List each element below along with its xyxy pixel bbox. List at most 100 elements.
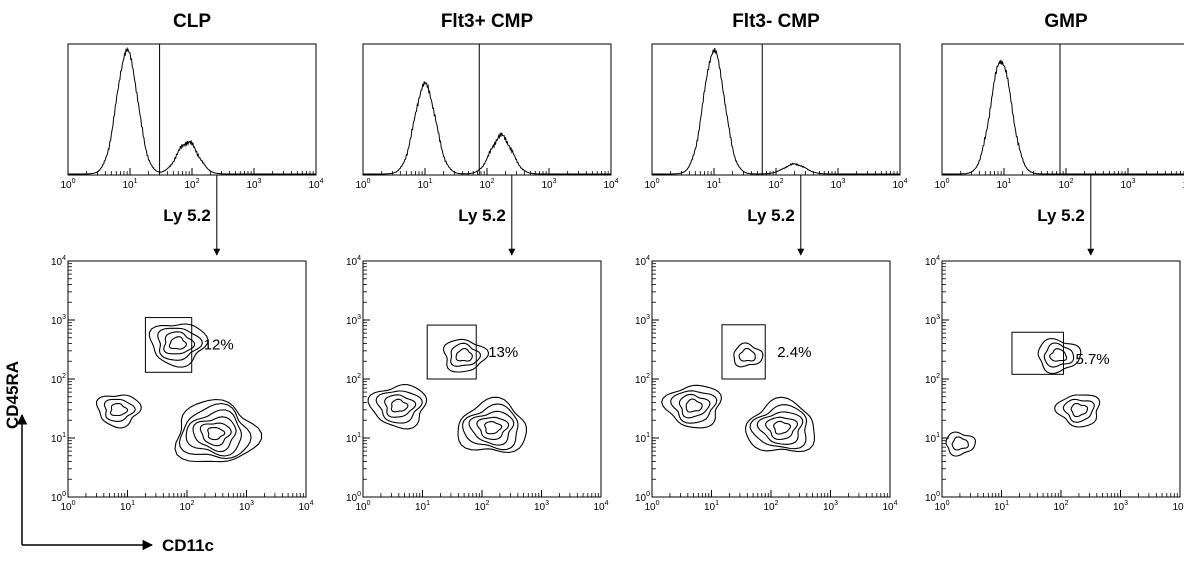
contour-line <box>157 327 203 361</box>
tick-label-3: 103 <box>541 178 556 191</box>
tick-label-3: 103 <box>925 314 940 327</box>
contour-line <box>749 404 808 450</box>
contour-line <box>178 402 252 460</box>
tick-label-4: 104 <box>593 500 608 513</box>
contour-line <box>685 398 703 413</box>
contour-line <box>367 383 428 430</box>
contour-line <box>678 393 711 419</box>
contour-line <box>103 398 136 422</box>
histogram-trace <box>652 48 900 175</box>
contour-line <box>96 394 142 429</box>
tick-label-4: 104 <box>51 255 66 268</box>
contour-plot: 5.7% 100 101 102 103 104 100 101 102 103 104 <box>925 255 1184 513</box>
gate-percent: 12% <box>204 337 234 354</box>
tick-label-4: 104 <box>1172 500 1184 513</box>
tick-label-1: 101 <box>346 432 361 445</box>
tick-label-0: 100 <box>934 500 949 513</box>
tick-label-4: 104 <box>346 255 361 268</box>
contour-line <box>109 402 129 417</box>
contour-line <box>1049 348 1068 362</box>
tick-label-2: 102 <box>635 373 650 386</box>
contour-line <box>951 436 969 451</box>
contour-line <box>756 411 804 445</box>
tick-label-3: 103 <box>246 178 261 191</box>
contour-line <box>384 394 417 418</box>
tick-label-0: 100 <box>355 500 370 513</box>
contour-line <box>192 416 237 453</box>
tick-label-0: 100 <box>346 491 361 504</box>
tick-label-2: 102 <box>1058 178 1073 191</box>
gate-percent: 5.7% <box>1075 351 1109 368</box>
contour-line <box>1054 394 1101 428</box>
tick-label-3: 103 <box>534 500 549 513</box>
histogram: 100 101 102 103 104 <box>644 43 908 191</box>
gate-label: Ly 5.2 <box>163 206 211 225</box>
tick-label-2: 102 <box>763 500 778 513</box>
contour-line <box>457 396 527 454</box>
contour-line <box>455 347 473 362</box>
tick-label-0: 100 <box>644 500 659 513</box>
histogram-trace <box>68 46 316 175</box>
panel-3: GMP 100 101 102 103 104 Ly 5.2 5.7% 100 101 102 103… <box>925 11 1184 513</box>
contour-line <box>375 390 423 424</box>
tick-label-2: 102 <box>346 373 361 386</box>
contour-frame <box>67 260 307 498</box>
gate-percent: 2.4% <box>777 344 811 361</box>
tick-label-3: 103 <box>51 314 66 327</box>
contour-frame <box>941 260 1181 498</box>
contour-line <box>484 421 503 435</box>
tick-label-3: 103 <box>830 178 845 191</box>
tick-label-2: 102 <box>1053 500 1068 513</box>
gate-box <box>1011 331 1064 375</box>
tick-label-1: 101 <box>120 500 135 513</box>
tick-label-2: 102 <box>768 178 783 191</box>
tick-label-0: 100 <box>644 178 659 191</box>
contour-line <box>174 398 263 463</box>
contour-line <box>765 416 799 441</box>
tick-label-3: 103 <box>1113 500 1128 513</box>
gate-box <box>426 324 477 380</box>
tick-label-1: 101 <box>925 432 940 445</box>
tick-label-4: 104 <box>1182 178 1184 191</box>
contour-line <box>168 336 188 350</box>
histogram: 100 101 102 103 104 <box>355 43 619 191</box>
tick-label-1: 101 <box>704 500 719 513</box>
contour-line <box>744 396 815 453</box>
contour-plot: 13% 100 101 102 103 104 100 101 102 103 104 <box>346 255 609 513</box>
tick-label-0: 100 <box>60 178 75 191</box>
tick-label-1: 101 <box>994 500 1009 513</box>
contour-line <box>462 403 519 451</box>
tick-label-2: 102 <box>179 500 194 513</box>
contour-line <box>661 384 722 429</box>
contour-line <box>468 410 515 446</box>
panel-title: CLP <box>173 11 211 32</box>
tick-label-0: 100 <box>355 178 370 191</box>
panel-title: Flt3+ CMP <box>441 11 534 32</box>
contour-line <box>199 422 232 447</box>
gate-box <box>721 324 766 380</box>
gate-label: Ly 5.2 <box>747 206 795 225</box>
tick-label-3: 103 <box>346 314 361 327</box>
y-axis-label: CD45RA <box>3 361 22 429</box>
contour-line <box>1037 337 1082 374</box>
contour-line <box>443 338 490 373</box>
tick-label-1: 101 <box>51 432 66 445</box>
contour-line <box>1062 398 1095 423</box>
contour-line <box>738 347 756 362</box>
contour-frame <box>651 260 891 498</box>
tick-label-0: 100 <box>934 178 949 191</box>
gate-percent: 13% <box>488 344 518 361</box>
tick-label-2: 102 <box>479 178 494 191</box>
tick-label-3: 103 <box>239 500 254 513</box>
contour-line <box>1043 342 1075 368</box>
contour-line <box>207 427 226 441</box>
axis-legend: CD45RA CD11c <box>3 361 214 555</box>
gate-label: Ly 5.2 <box>1037 206 1085 225</box>
tick-label-3: 103 <box>1120 178 1135 191</box>
tick-label-0: 100 <box>635 491 650 504</box>
panel-title: GMP <box>1044 11 1088 32</box>
histogram-frame <box>651 43 901 176</box>
